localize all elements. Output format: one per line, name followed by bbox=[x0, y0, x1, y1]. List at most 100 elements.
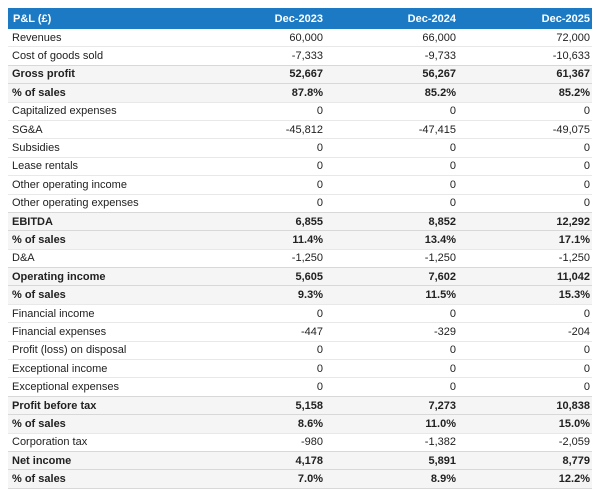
row-label: Subsidies bbox=[12, 142, 60, 155]
cell-value: 66,000 bbox=[422, 31, 456, 44]
cell-value: 0 bbox=[583, 344, 590, 357]
cell-value: 0 bbox=[583, 197, 590, 210]
pnl-table: P&L (£) Dec-2023 Dec-2024 Dec-2025 Reven… bbox=[8, 8, 592, 489]
cell-value: 85.2% bbox=[424, 86, 456, 99]
cell-value: 0 bbox=[316, 381, 323, 394]
cell-value: 8.9% bbox=[430, 473, 456, 486]
table-row: Capitalized expenses 0 0 0 bbox=[8, 102, 592, 121]
cell-value: 56,267 bbox=[422, 68, 456, 81]
cell-value: 0 bbox=[316, 362, 323, 375]
cell-value: 5,891 bbox=[428, 454, 456, 467]
row-label: SG&A bbox=[12, 123, 43, 136]
table-title: P&L (£) bbox=[8, 8, 192, 29]
table-row: % of sales 11.4% 13.4% 17.1% bbox=[8, 230, 592, 250]
row-label: Other operating income bbox=[12, 178, 127, 191]
cell-value: -447 bbox=[300, 325, 323, 338]
cell-value: 0 bbox=[583, 142, 590, 155]
cell-value: 5,605 bbox=[295, 270, 323, 283]
cell-value: 61,367 bbox=[556, 68, 590, 81]
row-label: Exceptional expenses bbox=[12, 381, 120, 394]
cell-value: -9,733 bbox=[424, 50, 456, 63]
row-label: D&A bbox=[12, 252, 35, 265]
cell-value: 0 bbox=[316, 160, 323, 173]
cell-value: 5,158 bbox=[295, 399, 323, 412]
cell-value: -329 bbox=[433, 325, 456, 338]
cell-value: 12.2% bbox=[558, 473, 590, 486]
cell-value: 8,852 bbox=[428, 215, 456, 228]
cell-value: 0 bbox=[449, 307, 456, 320]
row-label: Lease rentals bbox=[12, 160, 79, 173]
cell-value: 11.5% bbox=[425, 289, 456, 302]
cell-value: 0 bbox=[449, 142, 456, 155]
row-label: EBITDA bbox=[12, 215, 53, 228]
cell-value: 87.8% bbox=[291, 86, 323, 99]
cell-value: -1,250 bbox=[558, 252, 590, 265]
table-row: Financial expenses -447 -329 -204 bbox=[8, 322, 592, 342]
cell-value: 9.3% bbox=[297, 289, 323, 302]
cell-value: 7,602 bbox=[428, 270, 456, 283]
cell-value: -980 bbox=[300, 436, 323, 449]
cell-value: 0 bbox=[316, 105, 323, 118]
cell-value: 0 bbox=[449, 362, 456, 375]
row-label: Revenues bbox=[12, 31, 62, 44]
cell-value: 60,000 bbox=[289, 31, 323, 44]
row-label: Gross profit bbox=[12, 68, 75, 81]
row-label: % of sales bbox=[12, 473, 66, 486]
cell-value: 12,292 bbox=[556, 215, 590, 228]
cell-value: -49,075 bbox=[552, 123, 590, 136]
table-row: Subsidies 0 0 0 bbox=[8, 138, 592, 158]
table-row: Revenues 60,000 66,000 72,000 bbox=[8, 29, 592, 47]
cell-value: 11,042 bbox=[556, 270, 590, 283]
table-row: Net income 4,178 5,891 8,779 bbox=[8, 451, 592, 470]
cell-value: 4,178 bbox=[295, 454, 323, 467]
cell-value: -7,333 bbox=[291, 50, 323, 63]
cell-value: -1,382 bbox=[424, 436, 456, 449]
row-label: Net income bbox=[12, 454, 72, 467]
table-row: Gross profit 52,667 56,267 61,367 bbox=[8, 65, 592, 84]
row-label: Other operating expenses bbox=[12, 197, 139, 210]
column-header-dec-2024: Dec-2024 bbox=[325, 8, 458, 29]
table-row: % of sales 8.6% 11.0% 15.0% bbox=[8, 414, 592, 434]
table-row: Operating income 5,605 7,602 11,042 bbox=[8, 267, 592, 286]
row-label: Profit (loss) on disposal bbox=[12, 344, 127, 357]
cell-value: -10,633 bbox=[552, 50, 590, 63]
table-row: Profit (loss) on disposal 0 0 0 bbox=[8, 341, 592, 360]
row-label: % of sales bbox=[12, 289, 66, 302]
cell-value: 0 bbox=[316, 197, 323, 210]
cell-value: 0 bbox=[583, 105, 590, 118]
cell-value: 0 bbox=[449, 197, 456, 210]
row-label: Capitalized expenses bbox=[12, 105, 117, 118]
table-row: % of sales 9.3% 11.5% 15.3% bbox=[8, 285, 592, 305]
cell-value: 0 bbox=[449, 160, 456, 173]
cell-value: 8.6% bbox=[297, 417, 323, 430]
cell-value: -1,250 bbox=[424, 252, 456, 265]
cell-value: 0 bbox=[449, 344, 456, 357]
cell-value: -1,250 bbox=[291, 252, 323, 265]
cell-value: -204 bbox=[567, 325, 590, 338]
cell-value: 7.0% bbox=[297, 473, 323, 486]
cell-value: 0 bbox=[316, 344, 323, 357]
row-label: Profit before tax bbox=[12, 399, 97, 412]
row-label: % of sales bbox=[12, 86, 66, 99]
table-row: Lease rentals 0 0 0 bbox=[8, 157, 592, 176]
table-row: Other operating expenses 0 0 0 bbox=[8, 194, 592, 213]
cell-value: 0 bbox=[316, 178, 323, 191]
cell-value: 0 bbox=[449, 381, 456, 394]
cell-value: 15.3% bbox=[558, 289, 590, 302]
table-body: Revenues 60,000 66,000 72,000 Cost of go… bbox=[8, 29, 592, 489]
table-header-row: P&L (£) Dec-2023 Dec-2024 Dec-2025 bbox=[8, 8, 592, 29]
cell-value: 0 bbox=[449, 105, 456, 118]
table-head: P&L (£) Dec-2023 Dec-2024 Dec-2025 bbox=[8, 8, 592, 29]
row-label: % of sales bbox=[12, 233, 66, 246]
cell-value: 13.4% bbox=[424, 233, 456, 246]
row-label: Exceptional income bbox=[12, 362, 108, 375]
cell-value: 0 bbox=[583, 160, 590, 173]
cell-value: 17.1% bbox=[558, 233, 590, 246]
cell-value: 11.0% bbox=[425, 417, 456, 430]
cell-value: 0 bbox=[316, 142, 323, 155]
table-row: Exceptional expenses 0 0 0 bbox=[8, 377, 592, 397]
table-row: EBITDA 6,855 8,852 12,292 bbox=[8, 212, 592, 231]
cell-value: 8,779 bbox=[562, 454, 590, 467]
cell-value: -2,059 bbox=[558, 436, 590, 449]
